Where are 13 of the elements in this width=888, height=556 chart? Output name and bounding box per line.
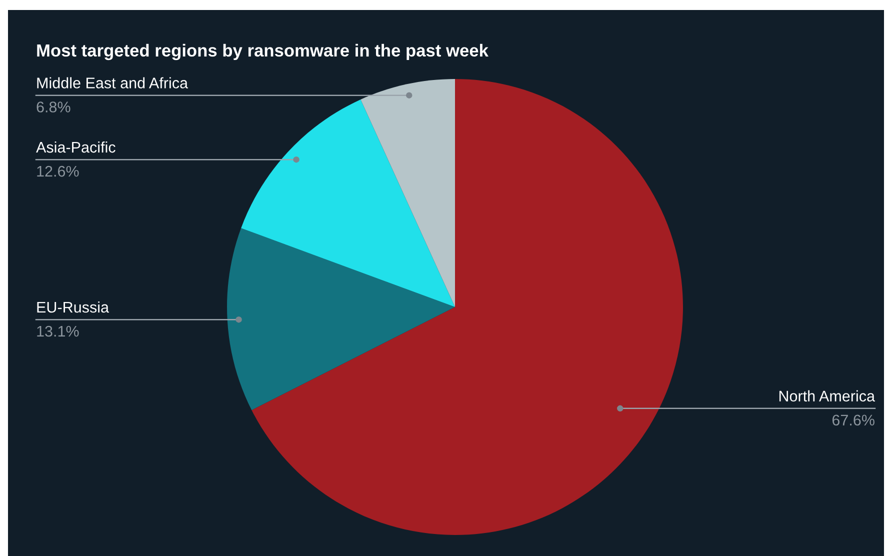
pie-slice	[241, 99, 455, 307]
pie-slice	[360, 79, 455, 307]
pie-slice	[227, 228, 455, 410]
slice-label: EU-Russia	[37, 301, 110, 313]
data-label: 67.6%	[832, 414, 874, 426]
data-label: 12.6%	[37, 166, 79, 177]
slice-label: North America	[779, 390, 876, 402]
slice-label: Asia-Pacific	[36, 141, 116, 153]
chart-title: Most targeted regions by ransomware in the past week	[37, 44, 488, 60]
data-label: 6.8%	[36, 102, 70, 112]
slice-label: Middle East and Africa	[37, 77, 188, 88]
data-label: 13.1%	[37, 326, 79, 337]
pie-slice	[252, 79, 683, 535]
